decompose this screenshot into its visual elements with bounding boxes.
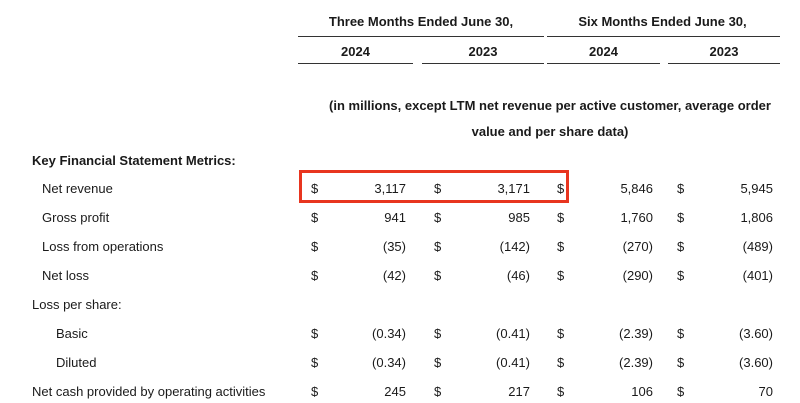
currency-symbol: $ [557,326,565,341]
currency-symbol: $ [434,355,442,370]
cell-value: (2.39) [619,326,653,341]
currency-symbol: $ [557,384,565,399]
cell-value: 5,945 [740,181,773,196]
cell-value: (42) [382,268,406,283]
cell-value: (46) [506,268,530,283]
currency-symbol: $ [311,210,319,225]
year-rule [547,63,660,64]
currency-symbol: $ [677,326,685,341]
cell-value: (3.60) [739,326,773,341]
header-rule-six-months [547,36,780,37]
row-label-gross-profit: Gross profit [42,210,110,225]
cell-value: (270) [622,239,653,254]
cell-value: (0.41) [496,326,530,341]
cell-value: 3,171 [497,181,530,196]
year-header-6m-2024: 2024 [589,44,618,59]
currency-symbol: $ [677,355,685,370]
units-note-line1: (in millions, except LTM net revenue per… [329,98,771,113]
currency-symbol: $ [311,355,319,370]
row-label-diluted: Diluted [56,355,97,370]
cell-value: (35) [382,239,406,254]
currency-symbol: $ [557,239,565,254]
currency-symbol: $ [677,384,685,399]
row-label-loss-per-share: Loss per share: [32,297,122,312]
currency-symbol: $ [311,384,319,399]
cell-value: 941 [384,210,406,225]
units-note-line2: value and per share data) [471,124,629,139]
highlight-box [299,170,569,203]
row-label-loss-from-operations: Loss from operations [42,239,164,254]
currency-symbol: $ [557,268,565,283]
currency-symbol: $ [434,326,442,341]
cell-value: (0.34) [372,326,406,341]
header-six-months: Six Months Ended June 30, [578,14,747,29]
cell-value: (290) [622,268,653,283]
currency-symbol: $ [677,210,685,225]
currency-symbol: $ [557,181,565,196]
currency-symbol: $ [434,268,442,283]
currency-symbol: $ [557,210,565,225]
cell-value: (0.41) [496,355,530,370]
row-label-net-loss: Net loss [42,268,89,283]
cell-value: (401) [742,268,773,283]
year-header-6m-2023: 2023 [709,44,739,59]
currency-symbol: $ [677,268,685,283]
row-label-basic: Basic [56,326,88,341]
currency-symbol: $ [311,239,319,254]
currency-symbol: $ [434,239,442,254]
currency-symbol: $ [434,181,442,196]
header-three-months: Three Months Ended June 30, [328,14,514,29]
header-rule-three-months [298,36,544,37]
cell-value: (489) [742,239,773,254]
year-rule [422,63,544,64]
currency-symbol: $ [557,355,565,370]
section-title: Key Financial Statement Metrics: [32,153,236,168]
currency-symbol: $ [311,268,319,283]
year-rule [298,63,413,64]
cell-value: 70 [758,384,773,399]
currency-symbol: $ [434,210,442,225]
currency-symbol: $ [677,239,685,254]
cell-value: 245 [384,384,406,399]
cell-value: 985 [508,210,530,225]
row-label-net-cash-operating: Net cash provided by operating activitie… [32,384,266,399]
currency-symbol: $ [434,384,442,399]
currency-symbol: $ [311,181,319,196]
cell-value: (142) [499,239,530,254]
currency-symbol: $ [677,181,685,196]
cell-value: 1,806 [740,210,773,225]
cell-value: 5,846 [620,181,653,196]
year-header-3m-2024: 2024 [341,44,370,59]
cell-value: 217 [508,384,530,399]
cell-value: 1,760 [620,210,653,225]
cell-value: (2.39) [619,355,653,370]
row-label-net-revenue: Net revenue [42,181,113,196]
currency-symbol: $ [311,326,319,341]
year-header-3m-2023: 2023 [468,44,498,59]
year-rule [668,63,780,64]
cell-value: 3,117 [374,181,406,196]
cell-value: 106 [631,384,653,399]
cell-value: (0.34) [372,355,406,370]
cell-value: (3.60) [739,355,773,370]
